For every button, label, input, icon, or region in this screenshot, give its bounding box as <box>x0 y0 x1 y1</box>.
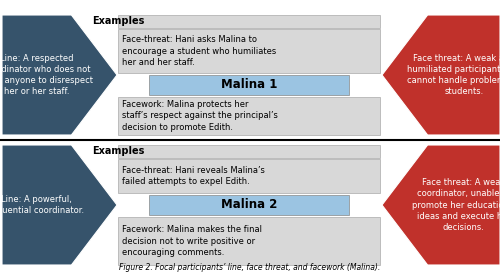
Text: Face-threat: Hani asks Malina to
encourage a student who humiliates
her and her : Face-threat: Hani asks Malina to encoura… <box>122 35 276 67</box>
FancyBboxPatch shape <box>118 29 380 73</box>
FancyBboxPatch shape <box>150 195 348 215</box>
FancyBboxPatch shape <box>118 145 380 158</box>
Text: Malina 2: Malina 2 <box>221 199 277 211</box>
Polygon shape <box>382 145 500 265</box>
FancyBboxPatch shape <box>118 15 380 28</box>
Text: Examples: Examples <box>92 16 144 26</box>
Text: Face-threat: Hani reveals Malina’s
failed attempts to expel Edith.: Face-threat: Hani reveals Malina’s faile… <box>122 166 265 186</box>
Text: Malina 1: Malina 1 <box>221 78 277 92</box>
Text: Face threat: A weak and
humiliated participant who
cannot handle problematic
stu: Face threat: A weak and humiliated parti… <box>407 54 500 96</box>
Text: Line: A powerful,
influential coordinator.: Line: A powerful, influential coordinato… <box>0 195 84 215</box>
FancyBboxPatch shape <box>118 159 380 193</box>
Text: Figure 2. Focal participants’ line, face threat, and facework (Malina).: Figure 2. Focal participants’ line, face… <box>120 263 380 272</box>
Text: Facework: Malina makes the final
decision not to write positive or
encouraging c: Facework: Malina makes the final decisio… <box>122 226 262 257</box>
Text: Facework: Malina protects her
staff’s respect against the principal’s
decision t: Facework: Malina protects her staff’s re… <box>122 100 278 132</box>
Text: Line: A respected
coordinator who does not
allow anyone to disrespect
her or her: Line: A respected coordinator who does n… <box>0 54 93 96</box>
FancyBboxPatch shape <box>118 97 380 135</box>
Polygon shape <box>2 145 117 265</box>
FancyBboxPatch shape <box>118 217 380 265</box>
FancyBboxPatch shape <box>150 75 348 95</box>
Polygon shape <box>382 15 500 135</box>
Text: Examples: Examples <box>92 147 144 156</box>
Text: Face threat: A weak
coordinator, unable to
promote her educational
ideas and exe: Face threat: A weak coordinator, unable … <box>412 178 500 232</box>
Polygon shape <box>2 15 117 135</box>
